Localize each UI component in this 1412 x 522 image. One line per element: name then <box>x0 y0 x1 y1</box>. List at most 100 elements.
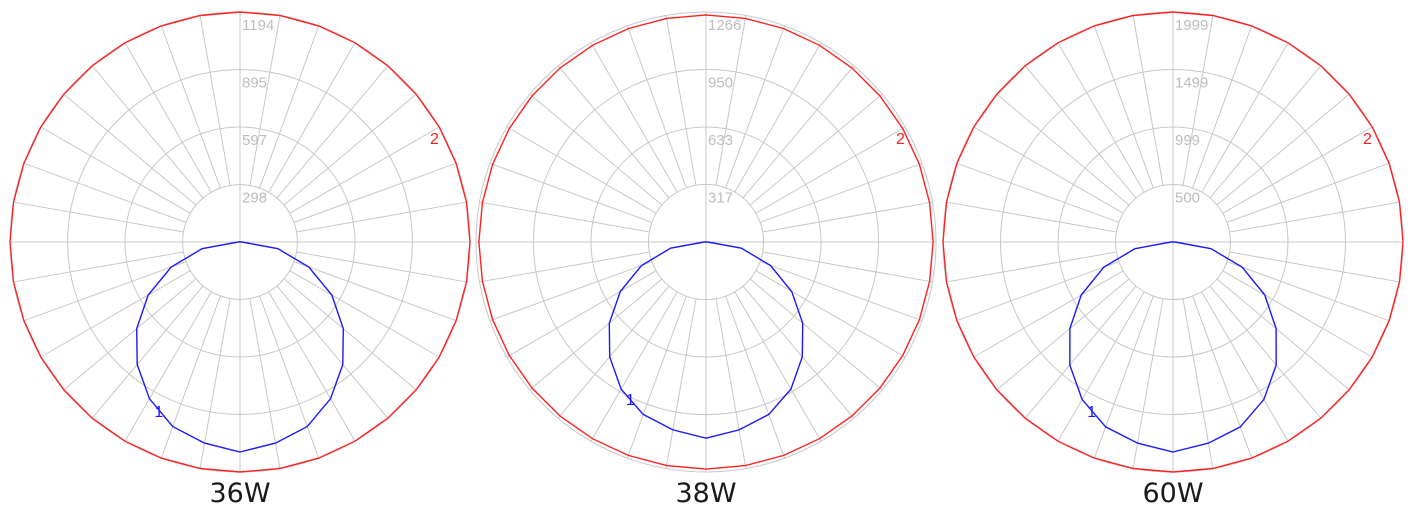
radial-tick-label: 597 <box>242 132 267 149</box>
grid-spoke <box>742 285 855 419</box>
series-curve-1 <box>135 241 345 453</box>
grid-spoke <box>506 270 657 358</box>
curve-label-2: 2 <box>896 131 905 148</box>
series-curve-1 <box>1069 241 1277 453</box>
grid-spoke <box>283 278 417 391</box>
grid-spoke <box>1024 65 1137 199</box>
radial-tick-label: 1499 <box>1175 75 1208 92</box>
grid-spoke <box>973 270 1124 358</box>
curve-label-1: 1 <box>626 392 635 409</box>
series-curve-1 <box>608 241 804 439</box>
grid-spoke <box>665 298 697 469</box>
grid-spoke <box>1093 295 1154 459</box>
grid-spoke <box>529 278 663 391</box>
radial-tick-label: 950 <box>708 74 733 91</box>
curve-label-2: 2 <box>1363 131 1372 148</box>
radial-tick-label: 999 <box>1175 132 1200 149</box>
grid-spoke <box>1201 42 1289 193</box>
grid-spoke <box>296 251 467 283</box>
radial-tick-label: 1999 <box>1175 17 1208 34</box>
grid-spoke <box>506 126 657 214</box>
grid-spoke <box>289 126 440 214</box>
grid-spoke <box>1229 201 1400 233</box>
grid-spoke <box>996 93 1130 206</box>
grid-spoke <box>973 126 1124 214</box>
grid-spoke <box>1182 298 1214 469</box>
grid-spoke <box>590 291 678 442</box>
grid-spoke <box>1216 278 1350 391</box>
grid-spoke <box>946 201 1117 233</box>
grid-spoke <box>626 25 687 189</box>
grid-spoke <box>1226 162 1390 223</box>
polar-panel-36w: 1 2 298 597 895 1194 36W <box>5 0 475 522</box>
grid-spoke <box>725 295 786 459</box>
series-curve-2 <box>942 11 1404 473</box>
grid-spoke <box>199 15 231 186</box>
panel-caption: 38W <box>675 478 737 509</box>
grid-spoke <box>199 298 231 469</box>
grid-spoke <box>1024 285 1137 419</box>
radial-tick-label: 895 <box>242 75 267 92</box>
grid-spoke <box>276 285 389 419</box>
grid-spoke <box>749 93 883 206</box>
polar-chart-60w: 1 2 500 999 1499 1999 <box>942 11 1404 473</box>
curve-label-1: 1 <box>154 404 163 421</box>
polar-panel-38w: 1 2 317 633 950 1266 38W <box>471 0 941 522</box>
grid-spoke <box>23 162 187 223</box>
grid-spoke <box>557 285 670 419</box>
grid-spoke <box>759 162 923 223</box>
grid-spoke <box>296 201 467 233</box>
grid-spoke <box>91 65 204 199</box>
grid-spoke <box>268 42 356 193</box>
grid-spoke <box>249 298 281 469</box>
grid-spoke <box>1093 25 1154 189</box>
grid-spoke <box>626 295 687 459</box>
grid-spoke <box>23 261 187 322</box>
grid-spoke <box>762 201 933 233</box>
grid-spoke <box>1209 65 1322 199</box>
grid-spoke <box>665 15 697 186</box>
grid-spoke <box>124 42 212 193</box>
grid-spoke <box>489 261 653 322</box>
series-curve-2 <box>9 11 471 473</box>
grid-spoke <box>1226 261 1390 322</box>
grid-spoke <box>259 295 320 459</box>
grid-spoke <box>956 261 1120 322</box>
grid-spoke <box>489 162 653 223</box>
grid-spoke <box>1229 251 1400 283</box>
grid-spoke <box>1222 270 1373 358</box>
grid-spoke <box>40 126 191 214</box>
grid-spoke <box>1132 298 1164 469</box>
grid-spoke <box>1057 291 1145 442</box>
grid-spoke <box>124 291 212 442</box>
grid-spoke <box>13 251 184 283</box>
grid-spoke <box>1192 295 1253 459</box>
grid-spoke <box>1216 93 1350 206</box>
grid-spoke <box>160 25 221 189</box>
grid-spoke <box>755 126 906 214</box>
grid-spoke <box>293 261 457 322</box>
series-curve-2 <box>478 14 934 470</box>
radial-tick-label: 633 <box>708 132 733 149</box>
curve-label-1: 1 <box>1087 404 1096 421</box>
grid-spoke <box>725 25 786 189</box>
grid-spoke <box>268 291 356 442</box>
grid-spoke <box>590 42 678 193</box>
grid-spoke <box>479 201 650 233</box>
grid-spoke <box>1132 15 1164 186</box>
grid-spoke <box>289 270 440 358</box>
grid-spoke <box>742 65 855 199</box>
grid-spoke <box>734 291 822 442</box>
grid-spoke <box>715 15 747 186</box>
grid-spoke <box>1182 15 1214 186</box>
radial-tick-label: 298 <box>242 190 267 207</box>
grid-spoke <box>293 162 457 223</box>
grid-spoke <box>63 278 197 391</box>
polar-panel-60w: 1 2 500 999 1499 1999 60W <box>938 0 1408 522</box>
grid-spoke <box>956 162 1120 223</box>
grid-spoke <box>276 65 389 199</box>
grid-spoke <box>1222 126 1373 214</box>
grid-spoke <box>40 270 191 358</box>
radial-tick-label: 1194 <box>242 17 274 34</box>
panel-caption: 60W <box>1142 478 1204 509</box>
